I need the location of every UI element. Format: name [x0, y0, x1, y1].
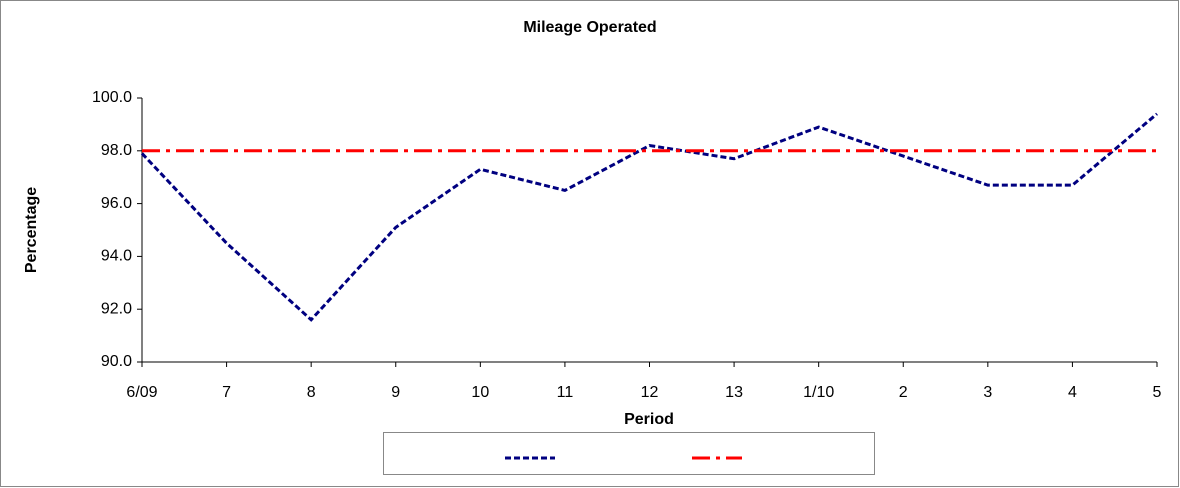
y-tick-label: 92.0 [101, 300, 132, 317]
x-tick-label: 8 [307, 384, 316, 401]
y-axis-title: Percentage [23, 187, 40, 273]
y-tick-label: 90.0 [101, 353, 132, 370]
x-tick-label: 13 [725, 384, 743, 401]
x-tick-label: 3 [983, 384, 992, 401]
y-tick-label: 94.0 [101, 248, 132, 265]
y-tick-label: 100.0 [92, 89, 132, 106]
y-tick-label: 98.0 [101, 142, 132, 159]
x-tick-label: 12 [641, 384, 659, 401]
x-tick-label: 6/09 [126, 384, 157, 401]
x-axis-title: Period [624, 411, 674, 428]
x-tick-label: 5 [1153, 384, 1162, 401]
y-tick-label: 96.0 [101, 195, 132, 212]
x-tick-label: 11 [557, 384, 574, 401]
x-tick-label: 1/10 [803, 384, 834, 401]
series-line [140, 112, 1158, 322]
chart-title: Mileage Operated [523, 19, 656, 36]
x-tick-label: 4 [1068, 384, 1077, 401]
x-tick-label: 2 [899, 384, 908, 401]
x-tick-label: 7 [222, 384, 231, 401]
x-tick-label: 10 [471, 384, 489, 401]
x-tick-label: 9 [391, 384, 400, 401]
legend [383, 432, 875, 475]
